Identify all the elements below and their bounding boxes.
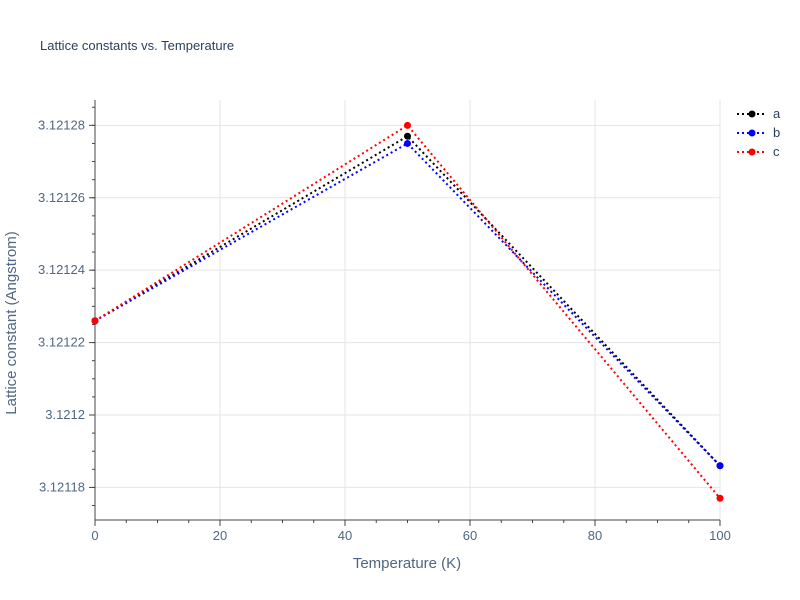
y-tick-label: 3.12126	[38, 190, 85, 205]
legend-marker-c	[748, 148, 756, 156]
chart-title: Lattice constants vs. Temperature	[40, 38, 234, 53]
y-axis-title: Lattice constant (Angstrom)	[3, 231, 20, 414]
legend-label-b: b	[773, 125, 780, 140]
data-point-c	[91, 317, 99, 325]
legend-marker-b	[748, 129, 756, 137]
grid	[95, 100, 721, 520]
legend: abc	[737, 106, 781, 159]
x-tick-label: 40	[338, 528, 352, 543]
x-tick-label: 100	[709, 528, 731, 543]
data-point-a	[404, 132, 411, 140]
x-axis-title: Temperature (K)	[353, 555, 461, 572]
y-tick-label: 3.1212	[45, 407, 85, 422]
data-point-b	[716, 462, 724, 470]
data-point-b	[404, 139, 411, 147]
data-point-c	[404, 121, 411, 129]
x-tick-label: 60	[463, 528, 477, 543]
legend-marker-a	[748, 110, 756, 118]
data-point-c	[716, 494, 724, 502]
legend-label-c: c	[773, 144, 780, 159]
x-tick-label: 80	[588, 528, 602, 543]
x-tick-label: 0	[91, 528, 98, 543]
series-line-a	[94, 134, 721, 467]
y-tick-label: 3.12118	[39, 479, 85, 494]
y-tick-label: 3.12124	[38, 262, 85, 277]
axes: 0 20 40 60 80 100 3.12118 3.1212 3.12122 3.12124 3…	[38, 100, 731, 543]
y-tick-label: 3.12128	[38, 117, 85, 132]
x-tick-label: 20	[213, 528, 227, 543]
series	[91, 121, 724, 502]
y-tick-label: 3.12122	[38, 335, 85, 350]
legend-label-a: a	[773, 106, 781, 121]
